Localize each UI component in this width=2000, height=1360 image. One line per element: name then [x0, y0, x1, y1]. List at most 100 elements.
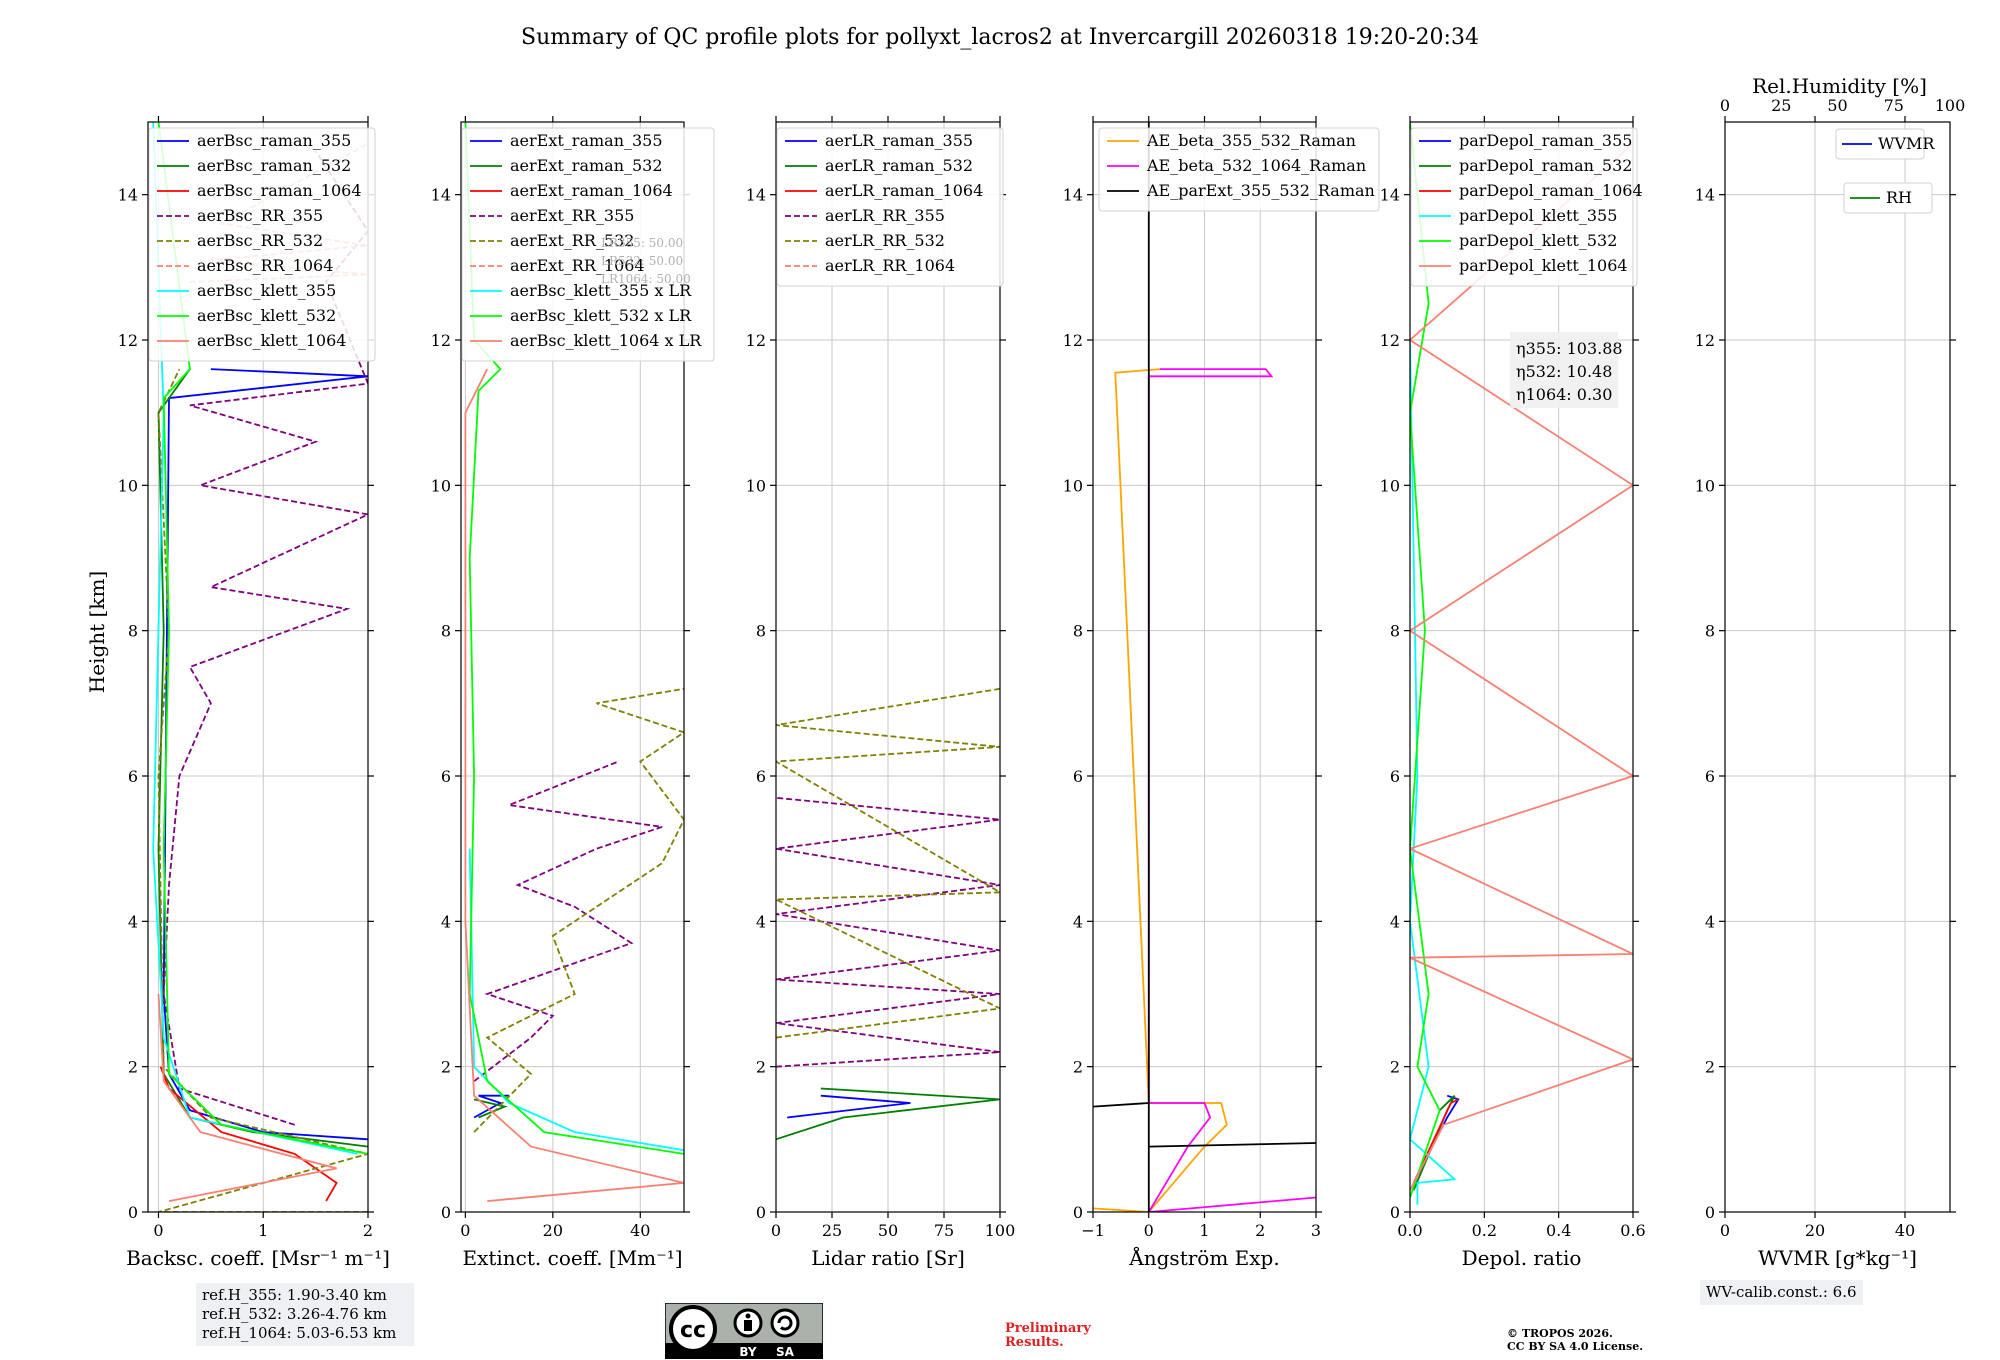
- legend-label: parDepol_klett_532: [1459, 231, 1617, 250]
- legend-label: aerBsc_klett_355: [197, 281, 336, 300]
- y-tick-label: 2: [128, 1058, 138, 1077]
- legend-entry: WVMR: [1835, 128, 1935, 160]
- x-tick-label: 2: [363, 1221, 373, 1240]
- y-tick-label: 10: [431, 476, 451, 495]
- reference-heights-box: ref.H_355: 1.90-3.40 km ref.H_532: 3.26-…: [196, 1283, 414, 1346]
- plot-frame: [147, 121, 369, 1213]
- y-tick-label: 12: [118, 331, 138, 350]
- y-tick-label: 2: [756, 1058, 766, 1077]
- y-tick-label: 6: [1073, 767, 1083, 786]
- series-group: [152, 122, 368, 1212]
- legend-box: [148, 127, 376, 362]
- top-tick-label: 0: [1720, 96, 1730, 115]
- series-line-AE_beta_355_532_Raman: [1093, 368, 1228, 1212]
- legend-entry: RH: [1843, 182, 1933, 214]
- x-tick-label: 0: [1720, 1221, 1730, 1240]
- legend-label: aerExt_raman_355: [510, 131, 663, 150]
- y-tick-label: 2: [1073, 1058, 1083, 1077]
- y-tick-label: 6: [441, 767, 451, 786]
- y-tick-label: 0: [1073, 1203, 1083, 1222]
- legend-label: aerLR_RR_355: [825, 206, 945, 225]
- series-line-parDepol_raman_1064: [1412, 1098, 1459, 1184]
- legend-label: aerBsc_raman_532: [197, 156, 351, 175]
- legend-box: [1835, 128, 1925, 160]
- x-tick-label: −1: [1081, 1221, 1105, 1240]
- legend-label: AE_parExt_355_532_Raman: [1146, 181, 1375, 200]
- y-tick-label: 4: [441, 912, 451, 931]
- legend-label: aerBsc_klett_355 x LR: [510, 281, 692, 300]
- y-tick-label: 4: [128, 912, 138, 931]
- x-tick-label: 3: [1311, 1221, 1321, 1240]
- y-tick-label: 10: [118, 476, 138, 495]
- ref-height-355: ref.H_355: 1.90-3.40 km: [202, 1286, 387, 1304]
- x-axis-label: Depol. ratio: [1462, 1246, 1582, 1270]
- x-tick-label: 1: [1199, 1221, 1209, 1240]
- plot-frame: [460, 121, 685, 1213]
- y-tick-label: 10: [1695, 476, 1715, 495]
- y-tick-label: 2: [1705, 1058, 1715, 1077]
- y-tick-label: 12: [1063, 331, 1083, 350]
- y-tick-label: 10: [746, 476, 766, 495]
- legend-label: aerExt_raman_532: [510, 156, 663, 175]
- eta-label: η532: 10.48: [1516, 362, 1612, 381]
- y-tick-label: 0: [756, 1203, 766, 1222]
- preliminary-note: Preliminary Results.: [1005, 1322, 1125, 1350]
- eta-label: η1064: 0.30: [1516, 385, 1612, 404]
- panel-2: 0 2 4 6 8 10 12 14 0 20 40 Extinct. coeff. [Mm⁻¹] ae…: [431, 116, 715, 1270]
- lr-label: LR355: 50.00: [601, 236, 683, 250]
- y-tick-label: 6: [128, 767, 138, 786]
- legend-label: aerBsc_klett_532 x LR: [510, 306, 692, 325]
- legend-label: aerExt_raman_1064: [510, 181, 673, 200]
- y-tick-label: 0: [441, 1203, 451, 1222]
- lr-label: LR532: 50.00: [601, 254, 683, 268]
- y-tick-label: 14: [1695, 186, 1715, 205]
- legend-label: parDepol_raman_355: [1459, 131, 1632, 150]
- y-tick-label: 4: [1705, 912, 1715, 931]
- y-tick-label: 0: [128, 1203, 138, 1222]
- y-tick-label: 6: [1705, 767, 1715, 786]
- panel-6: 0 2 4 6 8 10 12 14 0 20 40 WVMR [g*kg⁻¹] Rel.Humidit…: [1695, 74, 1966, 1270]
- plot-frame: [1409, 121, 1634, 1213]
- legend-label: parDepol_klett_355: [1459, 206, 1617, 225]
- legend: aerExt_raman_355 aerExt_raman_532 aerExt_r…: [461, 127, 715, 362]
- ref-height-1064: ref.H_1064: 5.03-6.53 km: [202, 1324, 397, 1342]
- x-tick-label: 100: [985, 1221, 1016, 1240]
- top-tick-label: 25: [1771, 96, 1791, 115]
- legend-label: aerExt_RR_1064: [510, 256, 645, 275]
- x-tick-label: 2: [1255, 1221, 1265, 1240]
- legend-label: WVMR: [1878, 134, 1935, 153]
- legend-label: aerBsc_RR_355: [197, 206, 323, 225]
- legend: aerBsc_raman_355 aerBsc_raman_532 aerBsc_r…: [148, 127, 376, 362]
- x-tick-label: 20: [543, 1221, 563, 1240]
- series-line-aerLR_RR_355: [776, 796, 1000, 1068]
- legend-label: aerLR_raman_355: [825, 131, 973, 150]
- series-line-aerBsc_klett_355: [152, 122, 358, 1155]
- x-tick-label: 0.0: [1397, 1221, 1422, 1240]
- x-axis-label: Lidar ratio [Sr]: [811, 1246, 965, 1270]
- legend-label: aerBsc_RR_1064: [197, 256, 333, 275]
- figure-title: Summary of QC profile plots for pollyxt_…: [521, 25, 1479, 50]
- x-tick-label: 0: [153, 1221, 163, 1240]
- cc-by-text: BY: [739, 1345, 756, 1359]
- series-line-aerLR_raman_532: [776, 1087, 1000, 1141]
- legend-label: parDepol_raman_1064: [1459, 181, 1643, 200]
- series-line-aerBsc_klett_1064 x LR: [464, 368, 684, 1202]
- legend-label: aerBsc_raman_1064: [197, 181, 362, 200]
- series-line-aerBsc_klett_1064: [157, 993, 337, 1202]
- legend-label: aerLR_RR_532: [825, 231, 945, 250]
- y-tick-label: 14: [746, 186, 766, 205]
- x-tick-label: 25: [822, 1221, 842, 1240]
- legend-label: RH: [1886, 188, 1912, 207]
- x-axis-label: Ångström Exp.: [1128, 1245, 1279, 1270]
- y-tick-label: 8: [128, 622, 138, 641]
- y-tick-label: 0: [1705, 1203, 1715, 1222]
- series-line-aerLR_raman_355: [787, 1094, 911, 1119]
- legend-box: [461, 127, 715, 362]
- series-line-aerExt_RR_355: [473, 760, 663, 1082]
- cc-logo-text: cc: [680, 1318, 706, 1343]
- legend-label: aerLR_RR_1064: [825, 256, 955, 275]
- y-tick-label: 12: [1380, 331, 1400, 350]
- x-tick-label: 0.4: [1546, 1221, 1571, 1240]
